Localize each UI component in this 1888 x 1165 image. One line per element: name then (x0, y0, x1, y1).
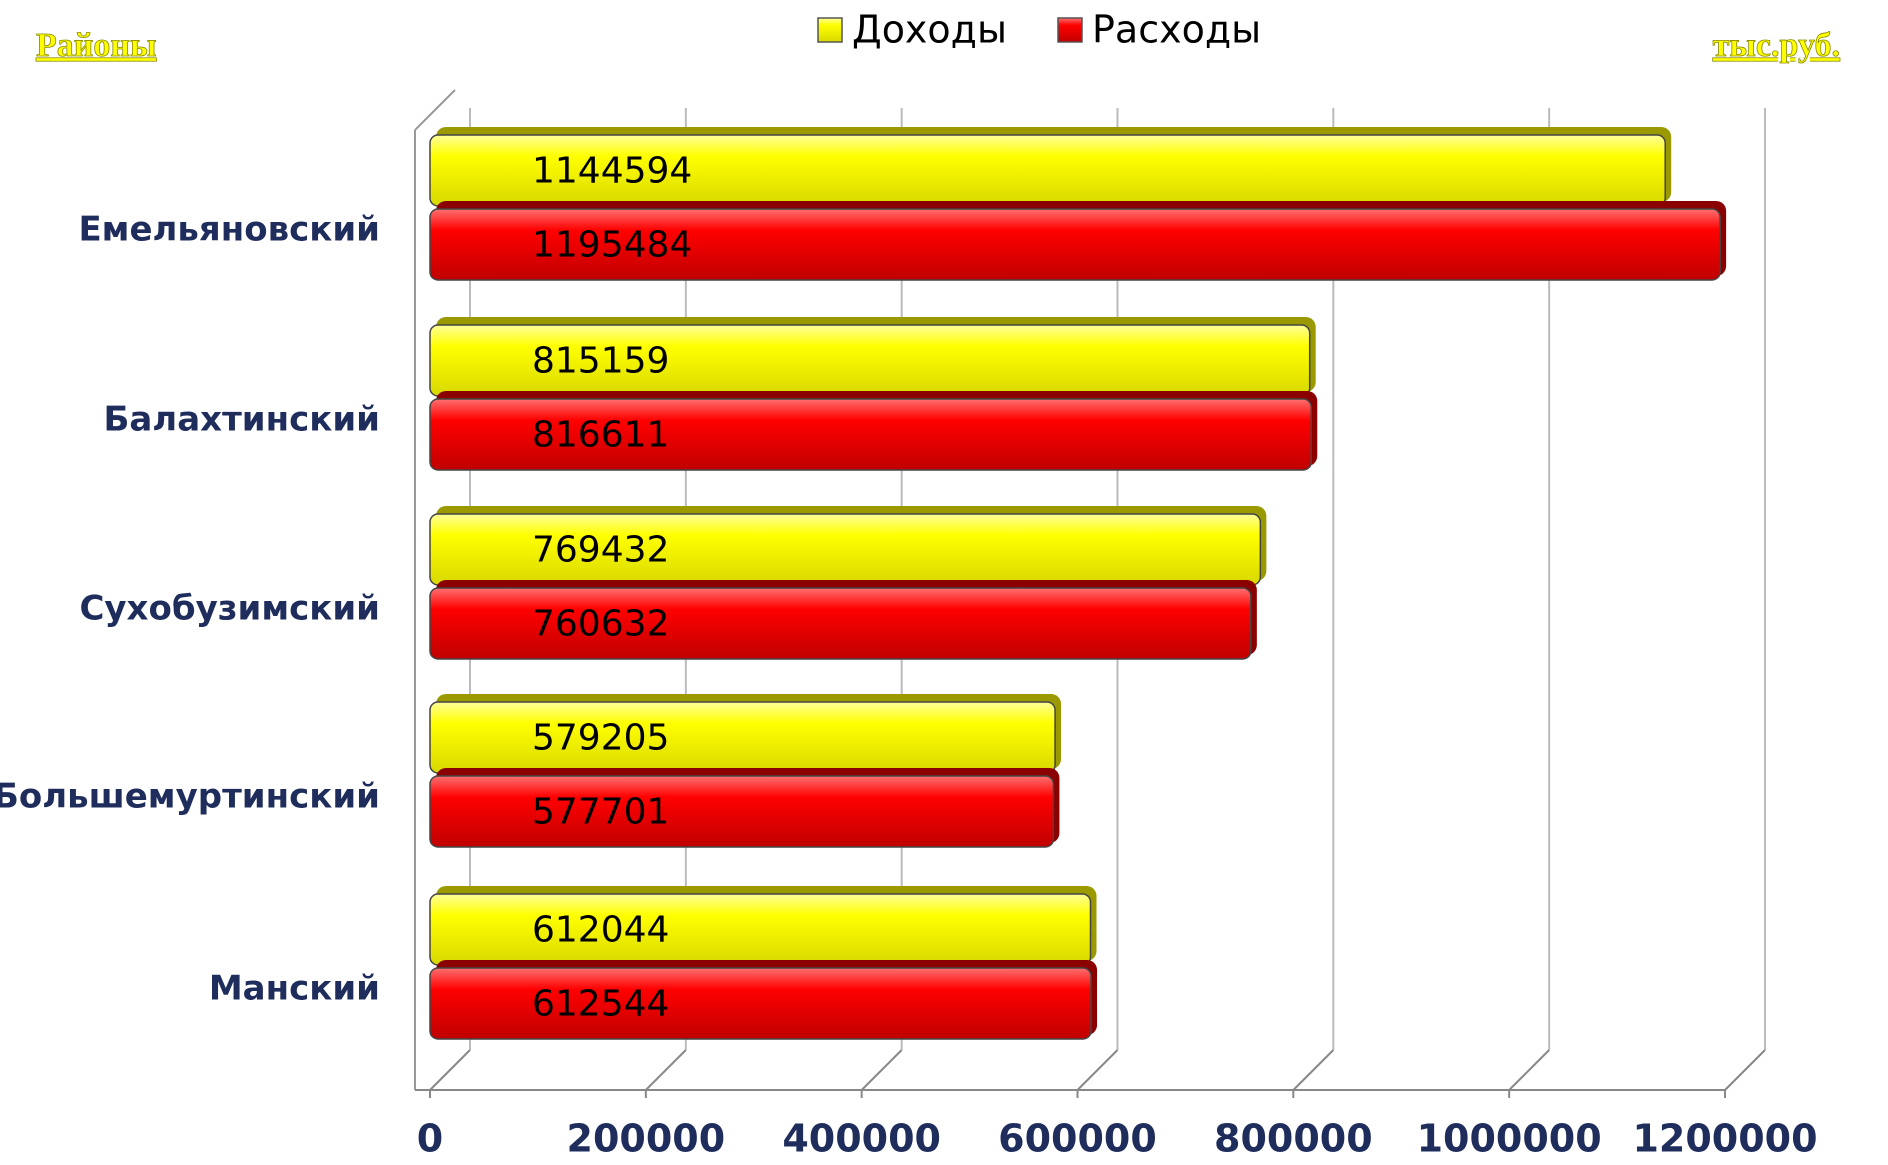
value-label: 769432 (532, 530, 669, 571)
value-label: 816611 (532, 415, 669, 456)
grid-line (429, 1049, 471, 1091)
x-tick-label: 200000 (567, 1117, 726, 1161)
bar (429, 775, 1055, 848)
legend-label: Расходы (1092, 8, 1261, 52)
value-label: 815159 (532, 341, 669, 382)
value-label: 1144594 (532, 151, 692, 192)
legend-label: Доходы (852, 8, 1007, 52)
grid-line (1508, 1049, 1550, 1091)
bar (429, 208, 1721, 281)
value-label: 1195484 (532, 225, 692, 266)
legend-swatch (1057, 17, 1083, 43)
value-label: 612544 (532, 984, 669, 1025)
bar (429, 967, 1092, 1040)
y-tick-label: Емельяновский (78, 210, 380, 250)
value-label: 579205 (532, 718, 669, 759)
grid-line (1724, 1049, 1766, 1091)
x-tick-label: 1200000 (1632, 1117, 1817, 1161)
bar (429, 587, 1252, 660)
bar (429, 701, 1056, 774)
grid-line (860, 1049, 903, 1091)
x-tick-label: 800000 (1214, 1117, 1373, 1161)
value-label: 612044 (532, 910, 669, 951)
bar (429, 398, 1313, 471)
value-label: 760632 (532, 604, 669, 645)
axis-wall (414, 89, 456, 131)
x-tick-label: 1000000 (1417, 1117, 1602, 1161)
x-tick-label: 400000 (782, 1117, 941, 1161)
y-tick-label: Балахтинский (103, 400, 380, 440)
value-label: 577701 (532, 792, 669, 833)
y-tick-label: Сухобузимский (79, 589, 380, 629)
y-tick-label: Большемуртинский (0, 777, 380, 817)
grid-line (1292, 1049, 1335, 1091)
bar (429, 893, 1092, 966)
annotation: тыс.руб. (1713, 27, 1840, 64)
y-tick-label: Манский (209, 969, 380, 1009)
annotation: Районы (36, 27, 157, 64)
legend-swatch (817, 17, 843, 43)
x-tick-label: 600000 (998, 1117, 1157, 1161)
grid-line (1076, 1049, 1119, 1091)
grid-line (645, 1049, 687, 1091)
x-tick-label: 0 (417, 1117, 443, 1161)
